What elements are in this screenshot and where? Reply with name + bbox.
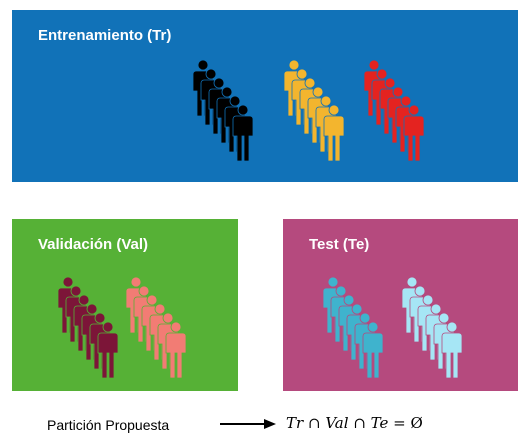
val-people-group-1 [57, 276, 119, 379]
person-icon [323, 104, 345, 162]
test-title: Test (Te) [309, 236, 370, 253]
proposed-partition-label: Partición Propuesta [47, 417, 170, 433]
person-icon [232, 104, 254, 162]
person-icon [165, 321, 187, 379]
disjoint-sets-formula: Tr ∩ Val ∩ Te = Ø [286, 414, 423, 432]
train-people-group-2 [283, 59, 345, 162]
person-icon [362, 321, 384, 379]
person-icon [441, 321, 463, 379]
training-title: Entrenamiento (Tr) [38, 27, 172, 44]
formula-empty-set: Ø [410, 414, 423, 432]
validation-panel: Validación (Val) [12, 219, 238, 391]
test-people-group-1 [322, 276, 384, 379]
val-people-group-2 [125, 276, 187, 379]
person-icon [403, 104, 425, 162]
formula-intersection-1: ∩ [307, 414, 321, 432]
training-panel: Entrenamiento (Tr) [12, 10, 518, 182]
formula-intersection-2: ∩ [353, 414, 366, 432]
arrow-right-icon [220, 419, 276, 429]
train-people-group-3 [363, 59, 425, 162]
person-icon [97, 321, 119, 379]
test-people-group-2 [401, 276, 463, 379]
formula-tr: Tr [286, 414, 304, 432]
formula-equals: = [393, 414, 406, 432]
test-panel: Test (Te) [283, 219, 518, 391]
train-people-group-1 [192, 59, 254, 162]
formula-te: Te [370, 414, 389, 432]
formula-val: Val [325, 414, 349, 432]
validation-title: Validación (Val) [38, 236, 149, 253]
